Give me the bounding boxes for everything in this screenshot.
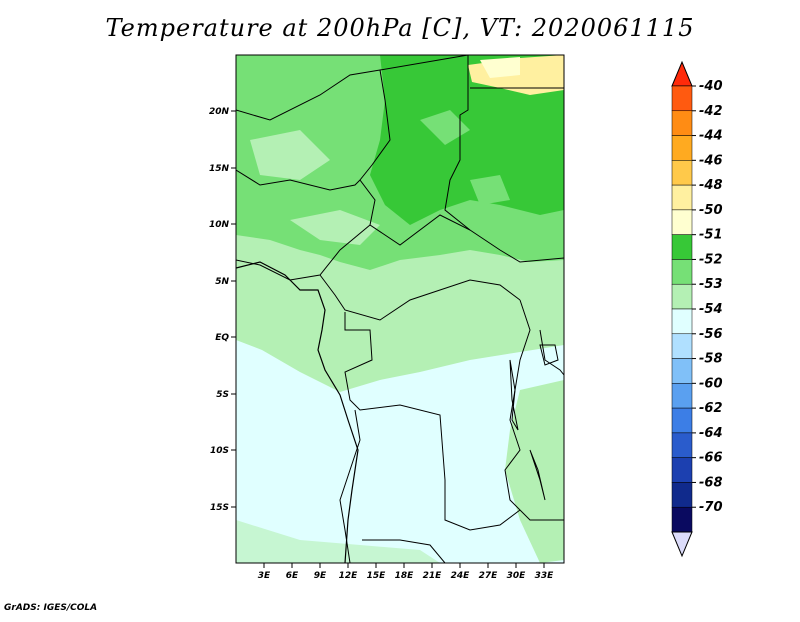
colorbar-label: -64	[699, 426, 723, 441]
lat-labels: 20N 15N 10N 5N EQ 5S 10S 15S	[209, 107, 230, 513]
colorbar-label: -54	[699, 302, 723, 317]
colorbar: -40 -42 -44 -46 -48 -50 -51 -52 -53 -54 -56 -58 -60 -…	[671, 60, 723, 558]
colorbar-swatch	[671, 209, 693, 235]
lon-label-12e: 12E	[339, 571, 359, 581]
lat-ticks	[231, 110, 236, 508]
grads-credit: GrADS: IGES/COLA	[4, 603, 98, 613]
colorbar-swatch	[671, 482, 693, 508]
field-patch-c	[420, 110, 470, 145]
border-3	[359, 69, 391, 226]
lat-label-5n: 5N	[215, 277, 229, 287]
field-minus51-region	[370, 55, 564, 225]
lon-ticks	[263, 563, 545, 568]
colorbar-swatch	[671, 432, 693, 458]
colorbar-swatch	[671, 506, 693, 533]
lake-malawi	[529, 449, 546, 501]
colorbar-swatch	[671, 160, 693, 186]
border-6	[236, 214, 564, 281]
lon-label-15e: 15E	[367, 571, 387, 581]
border-2	[444, 55, 471, 231]
lon-label-24e: 24E	[451, 571, 471, 581]
colorbar-swatch	[671, 407, 693, 434]
colorbar-label: -68	[699, 475, 723, 490]
colorbar-swatch	[671, 234, 693, 260]
colorbar-label: -48	[699, 178, 723, 193]
lon-label-9e: 9E	[314, 571, 327, 581]
colorbar-swatch	[671, 184, 693, 211]
lon-label-18e: 18E	[395, 571, 415, 581]
country-borders	[236, 55, 564, 563]
lon-label-21e: 21E	[423, 571, 443, 581]
colorbar-label: -66	[699, 451, 723, 466]
border-5	[236, 169, 361, 191]
coastline	[236, 261, 359, 563]
field-minus50-core	[480, 57, 520, 78]
chart-title: Temperature at 200hPa [C], VT: 202006111…	[105, 14, 695, 42]
border-10	[504, 299, 564, 521]
colorbar-label: -40	[699, 79, 723, 94]
temperature-field	[236, 55, 564, 563]
colorbar-label: -53	[699, 277, 723, 292]
colorbar-label: -50	[699, 203, 723, 218]
colorbar-label: -46	[699, 153, 723, 168]
lake-victoria	[539, 344, 559, 366]
lat-label-5s: 5S	[216, 390, 229, 400]
colorbar-swatch	[671, 333, 693, 359]
colorbar-swatch	[671, 308, 693, 335]
lon-label-30e: 30E	[507, 571, 527, 581]
lon-label-33e: 33E	[535, 571, 555, 581]
border-8	[344, 312, 521, 531]
colorbar-label: -56	[699, 327, 723, 342]
colorbar-swatch-top	[671, 60, 693, 87]
field-minus53-southwest	[236, 520, 440, 563]
colorbar-label: -60	[699, 376, 723, 391]
lat-label-eq: EQ	[215, 333, 229, 343]
field-patch-d	[470, 175, 510, 205]
colorbar-swatch	[671, 358, 693, 384]
lat-label-10s: 10S	[210, 446, 229, 456]
colorbar-label: -44	[699, 129, 723, 144]
field-minus53-southeast	[505, 380, 564, 563]
lat-label-10n: 10N	[209, 220, 230, 230]
border-9	[339, 409, 361, 563]
lat-label-15n: 15N	[209, 164, 230, 174]
colorbar-label: -62	[699, 401, 723, 416]
field-patch-a	[290, 210, 380, 245]
colorbar-swatch	[671, 259, 693, 285]
map-frame	[235, 54, 565, 564]
colorbar-label: -42	[699, 104, 723, 119]
border-7	[319, 274, 521, 321]
colorbar-label: -52	[699, 252, 723, 267]
colorbar-label: -70	[699, 500, 723, 515]
colorbar-swatch	[671, 85, 693, 112]
colorbar-label: -58	[699, 352, 723, 367]
colorbar-swatch	[671, 383, 693, 409]
field-patch-b	[250, 130, 330, 180]
lon-labels: 3E 6E 9E 12E 15E 18E 21E 24E 27E 30E 33E	[258, 571, 554, 581]
lon-label-27e: 27E	[479, 571, 499, 581]
colorbar-swatch	[671, 110, 693, 136]
border-1	[236, 55, 469, 121]
lon-label-6e: 6E	[286, 571, 299, 581]
colorbar-swatch	[671, 457, 693, 483]
colorbar-swatch-bottom	[671, 531, 693, 558]
colorbar-swatch	[671, 283, 693, 310]
lat-label-15s: 15S	[210, 503, 229, 513]
lake-tanganyika	[509, 359, 519, 431]
border-12	[362, 539, 446, 563]
colorbar-swatch	[671, 135, 693, 161]
lat-label-20n: 20N	[209, 107, 230, 117]
colorbar-label: -51	[699, 228, 723, 243]
lon-label-3e: 3E	[258, 571, 271, 581]
